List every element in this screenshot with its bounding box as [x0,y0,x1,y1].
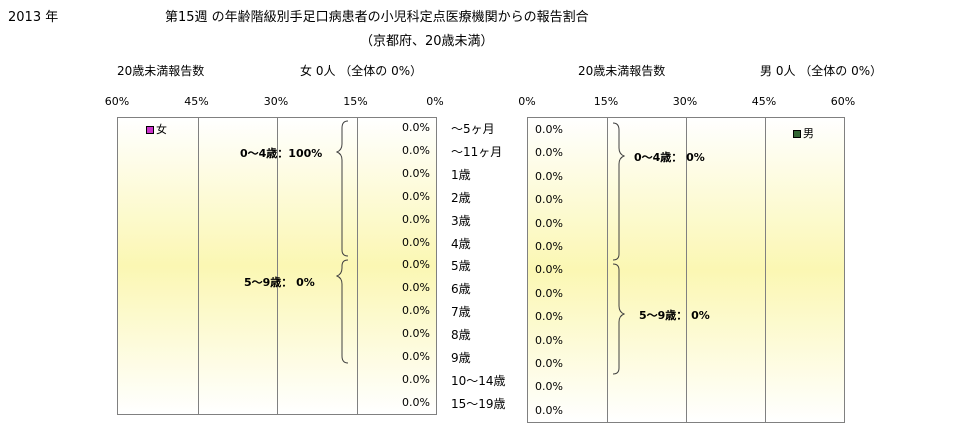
female-value-label: 0.0% [402,166,430,180]
male-value-label: 0.0% [535,403,563,417]
female-group-5-9: 5～9歳： 0% [244,276,315,289]
chart-title: 第15週 の年齢階級別手足口病患者の小児科定点医療機関からの報告割合 [165,10,589,25]
category-label: 1歳 [451,167,471,182]
male-tick-label: 0% [518,95,536,108]
male-gridline [686,118,687,422]
male-bracket-5-9 [612,263,625,375]
female-tick-label: 60% [104,95,130,108]
female-value-label: 0.0% [402,189,430,203]
male-gridline [607,118,608,422]
female-plot-area: 女 [117,117,437,415]
male-value-label: 0.0% [535,310,563,324]
female-gridline [277,118,278,414]
category-label: ～5ヶ月 [451,122,495,136]
female-legend-label: 女 [156,123,167,136]
male-legend-marker [793,130,801,138]
male-group-5-9: 5～9歳： 0% [639,309,710,322]
female-value-label: 0.0% [402,395,430,409]
male-bracket-0-4 [612,122,625,261]
male-plot-area: 男 [527,117,845,423]
category-label: 8歳 [451,328,471,343]
female-value-label: 0.0% [402,281,430,295]
female-value-label: 0.0% [402,235,430,249]
category-label: 7歳 [451,305,471,320]
male-value-label: 0.0% [535,169,563,183]
male-legend-label: 男 [803,127,814,140]
male-value-label: 0.0% [535,123,563,136]
female-legend: 女 [146,121,167,137]
female-value-label: 0.0% [402,304,430,318]
female-group-0-4: 0～4歳：100% [240,147,323,160]
female-value-label: 0.0% [402,121,430,134]
female-value-label: 0.0% [402,143,430,157]
male-value-label: 0.0% [535,216,563,230]
male-tick-label: 60% [830,95,856,108]
male-gridline [765,118,766,422]
male-tick-label: 15% [593,95,619,108]
male-tick-label: 45% [751,95,777,108]
male-value-label: 0.0% [535,240,563,253]
female-tick-label: 30% [263,95,289,108]
male-summary: 男 0人 （全体の 0%） [760,64,883,78]
male-value-label: 0.0% [535,333,563,347]
category-label: 2歳 [451,190,471,205]
female-bracket-5-9 [336,259,349,364]
male-value-label: 0.0% [535,263,563,277]
year-label: 2013 年 [8,10,59,25]
category-label: 6歳 [451,282,471,297]
male-count-label: 20歳未満報告数 [578,64,666,78]
chart-subtitle: （京都府、20歳未満） [360,34,494,49]
category-label: 5歳 [451,259,471,274]
category-label: 9歳 [451,351,471,365]
female-value-label: 0.0% [402,350,430,363]
female-legend-marker [146,126,154,134]
female-tick-label: 0% [426,95,444,108]
female-value-label: 0.0% [402,372,430,386]
category-label: 15～19歳 [451,396,506,411]
male-legend: 男 [793,125,814,141]
male-tick-label: 30% [672,95,698,108]
female-value-label: 0.0% [402,212,430,226]
category-label: ～11ヶ月 [451,144,503,159]
female-gridline [197,118,199,414]
male-value-label: 0.0% [535,380,563,394]
male-value-label: 0.0% [535,357,563,370]
female-count-label: 20歳未満報告数 [117,64,205,78]
category-label: 4歳 [451,236,471,251]
male-brackets [612,122,625,375]
category-label: 3歳 [451,213,471,228]
male-value-label: 0.0% [535,286,563,300]
male-group-0-4: 0～4歳： 0% [634,151,705,164]
female-bracket-0-4 [336,120,349,257]
female-tick-label: 15% [343,95,368,108]
male-value-label: 0.0% [535,193,563,207]
male-value-label: 0.0% [535,146,563,160]
female-tick-label: 45% [184,95,209,108]
female-brackets [336,120,349,364]
female-value-label: 0.0% [402,258,430,272]
category-label: 10～14歳 [451,373,506,388]
female-value-label: 0.0% [402,327,430,341]
female-gridline [356,118,358,414]
female-summary: 女 0人 （全体の 0%） [300,64,423,78]
